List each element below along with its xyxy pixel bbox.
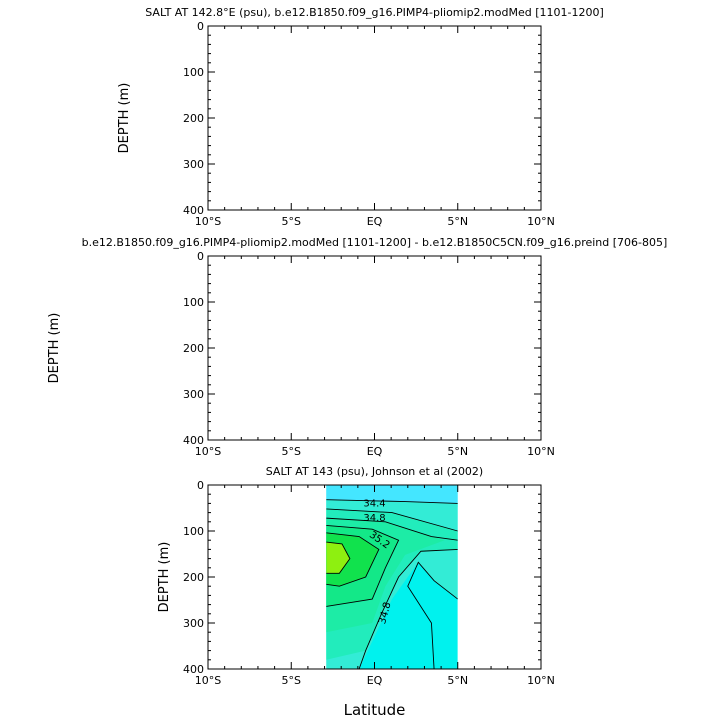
y-tick-label: 0 — [197, 250, 204, 263]
contour-label: 34.8 — [363, 513, 385, 524]
y-tick-label: 400 — [183, 204, 204, 217]
y-tick-label: 100 — [183, 66, 204, 79]
x-tick-label: 5°N — [447, 674, 468, 687]
x-tick-label: EQ — [367, 445, 383, 458]
y-tick-label: 400 — [183, 663, 204, 676]
y-tick-label: 0 — [197, 20, 204, 33]
panel-1: SALT AT 142.8°E (psu), b.e12.B1850.f09_g… — [117, 6, 604, 228]
x-tick-label: 10°N — [527, 445, 555, 458]
contour-line — [326, 499, 458, 504]
contour-line — [326, 517, 458, 541]
contour-line — [326, 525, 400, 607]
x-tick-label: 10°S — [195, 674, 221, 687]
y-tick-label: 200 — [183, 342, 204, 355]
contour-line — [407, 561, 458, 669]
chart-title: SALT AT 143 (psu), Johnson et al (2002) — [266, 465, 483, 478]
x-axis-label: Latitude — [344, 701, 406, 719]
x-tick-label: 5°S — [282, 674, 301, 687]
salinity-field: 34.434.835.234.8 — [326, 485, 458, 669]
y-tick-label: 400 — [183, 434, 204, 447]
y-axis-label: DEPTH (m) — [157, 542, 172, 613]
x-tick-label: 10°N — [527, 674, 555, 687]
y-axis-label: DEPTH (m) — [117, 83, 132, 154]
y-tick-label: 300 — [183, 158, 204, 171]
contour-line — [326, 508, 458, 532]
y-tick-label: 0 — [197, 479, 204, 492]
panel-2: b.e12.B1850.f09_g16.PIMP4-pliomip2.modMe… — [47, 236, 667, 458]
x-tick-label: 5°N — [447, 445, 468, 458]
x-tick-label: EQ — [367, 674, 383, 687]
x-tick-label: EQ — [367, 215, 383, 228]
x-tick-label: 5°S — [282, 215, 301, 228]
contour-line — [326, 541, 351, 574]
y-axis-label: DEPTH (m) — [47, 313, 62, 384]
contour-line — [358, 548, 458, 669]
y-tick-label: 300 — [183, 617, 204, 630]
x-tick-label: 10°N — [527, 215, 555, 228]
y-tick-label: 100 — [183, 296, 204, 309]
x-tick-label: 5°S — [282, 445, 301, 458]
x-tick-label: 5°N — [447, 215, 468, 228]
contour-line — [326, 532, 380, 587]
x-tick-label: 10°S — [195, 445, 221, 458]
y-tick-label: 100 — [183, 525, 204, 538]
y-tick-label: 300 — [183, 388, 204, 401]
y-tick-label: 200 — [183, 571, 204, 584]
plot-frame — [207, 25, 542, 211]
salinity-band — [326, 542, 350, 574]
x-tick-label: 10°S — [195, 215, 221, 228]
chart-title: b.e12.B1850.f09_g16.PIMP4-pliomip2.modMe… — [82, 236, 668, 249]
y-tick-label: 200 — [183, 112, 204, 125]
chart-title: SALT AT 142.8°E (psu), b.e12.B1850.f09_g… — [145, 6, 604, 19]
plot-frame — [207, 255, 542, 441]
contour-label: 34.4 — [363, 499, 385, 510]
